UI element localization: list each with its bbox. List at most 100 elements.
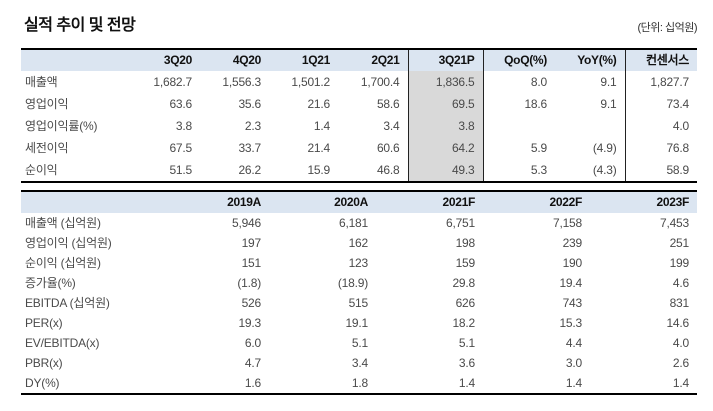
cell-value: 151 [241,256,262,270]
cell-value: 743 [562,296,583,310]
cell-value: 9.1 [600,75,617,89]
cell-value: 162 [348,236,369,250]
cell-value: 6.0 [244,336,261,350]
header-row: 3Q20 4Q20 1Q21 2Q21 3Q21P QoQ(%) YoY(%) 컨센서스 [21,49,697,71]
cell-value: (1.8) [237,276,261,290]
cell-value: 1.4 [313,119,330,133]
row-label: 매출액 [25,75,58,89]
cell-value: 7,453 [659,216,689,230]
row-label: 순이익 [25,163,58,177]
cell-value: 5.9 [530,141,547,155]
cell-value: 21.6 [307,97,330,111]
cell-value: 1,501.2 [291,75,330,89]
table-row: 영업이익률(%) 3.8 2.3 1.4 3.4 3.8 4.0 [21,115,697,137]
row-label: 증가율(%) [25,276,76,290]
cell-value: 251 [669,236,690,250]
cell-value: 3.0 [565,356,582,370]
cell-value: (4.9) [592,141,617,155]
cell-value: 198 [455,236,476,250]
cell-value: 1,700.4 [360,75,400,89]
table-row: 증가율(%) (1.8) (18.9) 29.8 19.4 4.6 [21,273,697,293]
cell-value: 63.6 [169,97,192,111]
page-title: 실적 추이 및 전망 [24,17,136,34]
cell-value: 1.4 [458,376,475,390]
cell-value: 1,827.7 [624,71,697,93]
row-label: 영업이익률(%) [25,119,98,133]
cell-value: 3.6 [458,356,475,370]
table-row: 순이익 51.5 26.2 15.9 46.8 49.3 5.3 (4.3) 58.9 [21,159,697,182]
table-row: 영업이익 63.6 35.6 21.6 58.6 69.5 18.6 9.1 73.4 [21,93,697,115]
cell-value [555,115,625,137]
cell-value: 15.9 [307,163,330,177]
cell-value: 33.7 [238,141,261,155]
cell-value: 190 [562,256,583,270]
table-row: 순이익 (십억원) 151 123 159 190 199 [21,253,697,273]
table-row: 매출액 1,682.7 1,556.3 1,501.2 1,700.4 1,836.5 8.… [21,71,697,93]
cell-value: 1.4 [672,376,689,390]
cell-value: 64.2 [407,137,484,159]
column-header: 3Q21P [407,49,484,71]
row-label: 영업이익 [25,97,69,111]
table-row: EV/EBITDA(x) 6.0 5.1 5.1 4.4 4.0 [21,333,697,353]
cell-value: 1,836.5 [407,71,484,93]
column-header: 2021F [376,191,483,213]
cell-value: 21.4 [307,141,330,155]
column-header: 2022F [483,191,590,213]
cell-value: 46.8 [376,163,400,177]
cell-value: 4.7 [244,356,261,370]
cell-value: 1.6 [244,376,261,390]
table-row: 세전이익 67.5 33.7 21.4 60.6 64.2 5.9 (4.9) 76.8 [21,137,697,159]
cell-value: 51.5 [169,163,192,177]
cell-value: 49.3 [407,159,484,182]
cell-value: 58.9 [624,159,697,182]
column-header: 2020A [269,191,376,213]
cell-value: 159 [455,256,476,270]
cell-value: 6,751 [445,216,475,230]
cell-value: 5,946 [231,216,261,230]
row-label-header [21,191,162,213]
cell-value: 8.0 [530,75,547,89]
cell-value: 19.4 [559,276,582,290]
cell-value: 3.4 [383,119,400,133]
table-row: DY(%) 1.6 1.8 1.4 1.4 1.4 [21,373,697,394]
cell-value: 4.0 [624,115,697,137]
cell-value: 5.1 [458,336,475,350]
cell-value: 18.2 [452,316,475,330]
column-header: 2023F [590,191,697,213]
row-label: DY(%) [25,376,60,390]
table-row: 매출액 (십억원) 5,946 6,181 6,751 7,158 7,453 [21,213,697,233]
row-label: 세전이익 [25,141,69,155]
row-label: PER(x) [25,316,63,330]
cell-value: 26.2 [238,163,261,177]
cell-value: (4.3) [592,163,617,177]
cell-value: 7,158 [552,216,582,230]
cell-value: 197 [241,236,262,250]
cell-value: 60.6 [376,141,400,155]
unit-note: (단위: 십억원) [637,22,697,34]
cell-value: 58.6 [376,97,400,111]
cell-value: 29.8 [452,276,475,290]
cell-value: 526 [241,296,262,310]
column-header: 2Q21 [338,49,408,71]
row-label: 영업이익 (십억원) [25,236,112,250]
cell-value: 3.4 [351,356,368,370]
cell-value: 15.3 [559,316,582,330]
row-label: EBITDA (십억원) [25,296,110,310]
header-row: 2019A 2020A 2021F 2022F 2023F [21,191,697,213]
cell-value: 35.6 [238,97,261,111]
cell-value: 9.1 [600,97,617,111]
column-header: 2019A [162,191,269,213]
column-header: 3Q20 [131,49,200,71]
cell-value: 73.4 [624,93,697,115]
cell-value: 18.6 [524,97,547,111]
page-header: 실적 추이 및 전망 (단위: 십억원) [24,11,697,35]
cell-value: 199 [669,256,690,270]
row-label: PBR(x) [25,356,63,370]
annual-forecast-table: 2019A 2020A 2021F 2022F 2023F 매출액 (십억원) 5,946 6… [21,190,697,395]
column-header: YoY(%) [555,49,625,71]
column-header: 1Q21 [269,49,338,71]
cell-value: 2.6 [672,356,689,370]
row-label: EV/EBITDA(x) [25,336,100,350]
table-row: PBR(x) 4.7 3.4 3.6 3.0 2.6 [21,353,697,373]
